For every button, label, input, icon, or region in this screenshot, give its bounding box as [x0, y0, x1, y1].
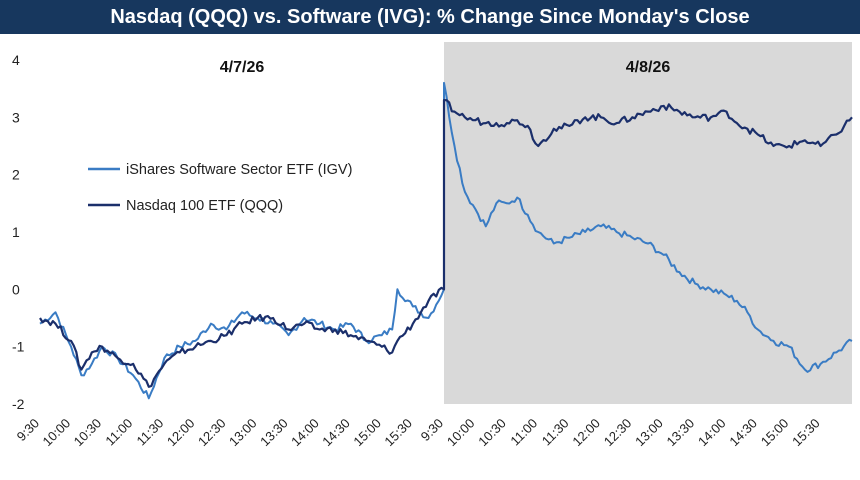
x-tick-label: 12:30 — [601, 416, 635, 450]
y-tick-label: 3 — [12, 109, 20, 125]
x-tick-label: 15:00 — [350, 416, 384, 450]
chart-title: Nasdaq (QQQ) vs. Software (IVG): % Chang… — [0, 0, 860, 34]
x-tick-label: 12:00 — [569, 416, 603, 450]
day-label-2: 4/8/26 — [626, 59, 671, 76]
x-tick-label: 10:00 — [40, 416, 74, 450]
x-tick-label: 15:30 — [381, 416, 415, 450]
x-tick-label: 13:00 — [632, 416, 666, 450]
legend-label-igv: iShares Software Sector ETF (IGV) — [126, 162, 352, 178]
x-tick-label: 11:00 — [507, 416, 540, 449]
x-tick-label: 14:00 — [288, 416, 322, 450]
x-tick-label: 15:00 — [758, 416, 792, 450]
y-tick-label: 2 — [12, 167, 20, 183]
x-tick-label: 12:30 — [195, 416, 229, 450]
session-shade-4-8 — [444, 42, 852, 404]
x-tick-label: 14:30 — [319, 416, 353, 450]
x-tick-label: 11:30 — [539, 416, 572, 449]
x-tick-label: 15:30 — [789, 416, 823, 450]
x-tick-label: 14:30 — [726, 416, 760, 450]
x-tick-label: 13:30 — [257, 416, 291, 450]
x-tick-label: 11:30 — [133, 416, 166, 449]
x-tick-label: 10:30 — [475, 416, 509, 450]
x-tick-label: 11:00 — [102, 416, 135, 449]
x-tick-label: 13:30 — [664, 416, 698, 450]
x-tick-label: 10:30 — [71, 416, 105, 450]
y-tick-label: -1 — [12, 339, 25, 355]
day-label-1: 4/7/26 — [220, 59, 265, 76]
y-tick-label: -2 — [12, 396, 25, 412]
x-tick-label: 10:00 — [444, 416, 478, 450]
x-tick-label: 9:30 — [14, 416, 43, 445]
x-tick-label: 14:00 — [695, 416, 729, 450]
x-tick-label: 12:00 — [164, 416, 198, 450]
x-tick-label: 9:30 — [418, 416, 447, 445]
legend-label-qqq: Nasdaq 100 ETF (QQQ) — [126, 198, 283, 214]
line-chart: 43210-1-29:3010:0010:3011:0011:3012:0012… — [12, 42, 853, 450]
y-tick-label: 1 — [12, 224, 20, 240]
y-tick-label: 4 — [12, 52, 20, 68]
y-tick-label: 0 — [12, 281, 20, 297]
series-line-qqq — [39, 99, 853, 388]
x-tick-label: 13:00 — [226, 416, 260, 450]
